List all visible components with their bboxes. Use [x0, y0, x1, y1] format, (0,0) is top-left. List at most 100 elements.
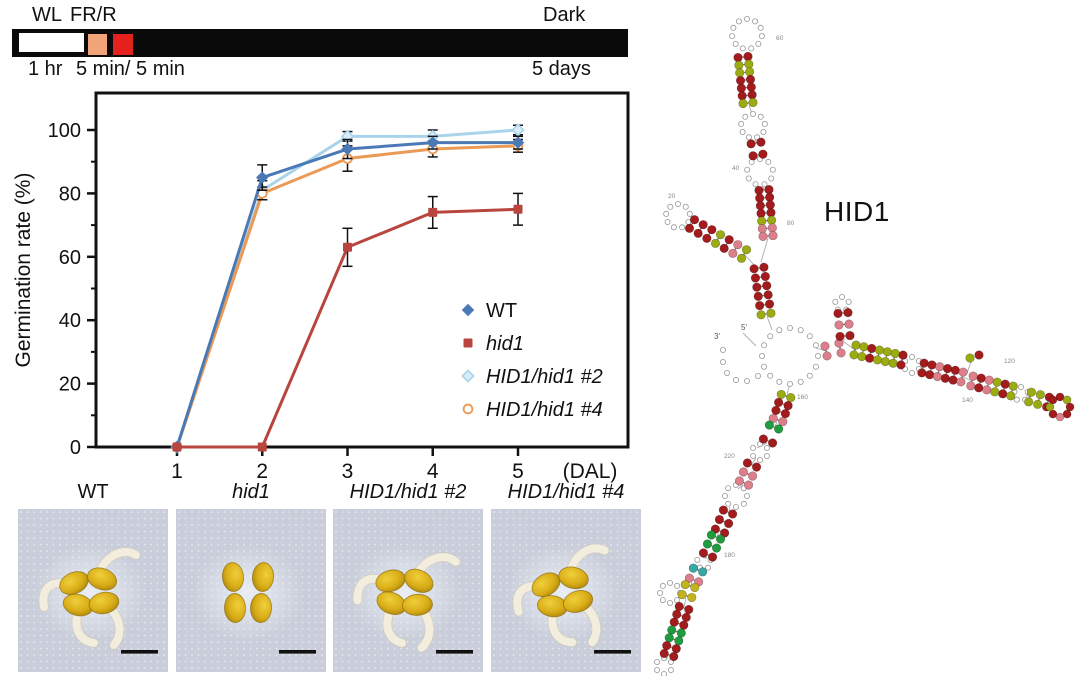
unpaired-base — [765, 159, 772, 166]
paired-base — [745, 67, 755, 77]
seed-cluster — [512, 543, 610, 648]
paired-base — [836, 348, 846, 358]
paired-base — [720, 528, 730, 538]
unpaired-base — [744, 377, 751, 384]
paired-base — [749, 264, 759, 274]
paired-base — [724, 235, 734, 245]
legend-label: HID1/hid1 #2 — [486, 366, 603, 388]
paired-base — [851, 340, 861, 350]
backbone-link — [774, 421, 778, 427]
rna-stem — [749, 262, 776, 320]
unpaired-base — [744, 15, 751, 22]
paired-base — [743, 51, 753, 62]
backbone-link — [742, 332, 757, 347]
backbone-link — [690, 581, 693, 586]
paired-base — [679, 620, 689, 630]
paired-base — [738, 467, 749, 477]
seed-photo-wt — [18, 509, 168, 672]
paired-base — [733, 52, 743, 63]
marker — [341, 142, 354, 156]
paired-base — [992, 377, 1002, 387]
paired-base — [681, 612, 691, 622]
unpaired-base — [776, 327, 783, 334]
unpaired-base — [735, 18, 742, 25]
rna-stem — [734, 458, 762, 490]
unpaired-base — [663, 210, 670, 217]
unpaired-base — [745, 175, 752, 182]
paired-base — [728, 248, 738, 258]
rna-stem — [684, 215, 752, 263]
unpaired-base — [654, 659, 661, 666]
position-label: 80 — [787, 220, 795, 227]
paired-base — [756, 310, 766, 320]
unpaired-base — [654, 667, 661, 674]
paired-base — [1026, 387, 1036, 397]
marker — [426, 136, 439, 149]
rna-structure-diagram: 60 40 80 20 120 140 160 220 180 5' 3' — [654, 15, 1075, 676]
rna-stem — [684, 563, 708, 587]
unpaired-base — [682, 203, 689, 210]
marker — [461, 303, 475, 317]
frr-label: FR/R — [70, 4, 117, 26]
position-label: 60 — [776, 35, 784, 42]
paired-base — [758, 434, 769, 444]
unpaired-base — [768, 175, 775, 182]
backbone-link — [966, 361, 972, 374]
marker — [513, 204, 523, 214]
paired-base — [822, 351, 832, 361]
fr-segment — [88, 34, 107, 55]
unpaired-base — [814, 352, 821, 359]
backbone-link — [766, 315, 773, 331]
unpaired-base — [730, 24, 737, 31]
rna-stem — [1024, 387, 1054, 412]
paired-base — [956, 377, 966, 387]
paired-base — [927, 360, 937, 370]
paired-base — [719, 243, 729, 253]
unpaired-base — [769, 166, 776, 173]
unpaired-base — [754, 134, 761, 141]
rna-loop — [744, 155, 776, 188]
photo-highlight — [192, 545, 304, 641]
unpaired-base — [666, 580, 673, 587]
position-label: 180 — [724, 552, 735, 559]
duration-wl: 1 hr — [28, 58, 63, 80]
paired-base — [674, 601, 684, 612]
photo-highlight — [34, 545, 146, 641]
unpaired-base — [752, 18, 759, 25]
rna-loop — [729, 15, 765, 52]
paired-base — [755, 300, 765, 311]
paired-base — [786, 392, 796, 403]
paired-base — [767, 215, 777, 225]
backbone-link — [760, 237, 769, 263]
paired-base — [745, 74, 756, 85]
backbone-link — [815, 347, 827, 352]
rna-loop — [722, 481, 751, 510]
unpaired-base — [744, 492, 751, 499]
unpaired-base — [725, 485, 732, 492]
seed — [402, 593, 433, 616]
paired-base — [698, 548, 709, 558]
backbone-link — [704, 556, 708, 560]
backbone-link — [751, 457, 757, 465]
paired-base — [925, 370, 935, 380]
paired-base — [833, 308, 843, 319]
r-segment — [113, 34, 133, 55]
unpaired-base — [806, 372, 813, 379]
paired-base — [748, 97, 758, 108]
paired-base — [735, 68, 745, 78]
paired-base — [764, 299, 775, 309]
paired-base — [676, 628, 686, 638]
paired-base — [780, 408, 791, 419]
unpaired-base — [838, 293, 845, 300]
position-label: 160 — [797, 394, 808, 401]
unpaired-base — [760, 128, 767, 135]
paired-base — [890, 348, 900, 359]
unpaired-base — [720, 346, 727, 353]
paired-base — [684, 573, 694, 583]
paired-base — [919, 358, 929, 368]
paired-base — [715, 230, 726, 240]
unpaired-base — [738, 120, 745, 127]
seed-photo-hid1-comp2 — [333, 509, 483, 672]
paired-base — [764, 184, 774, 195]
